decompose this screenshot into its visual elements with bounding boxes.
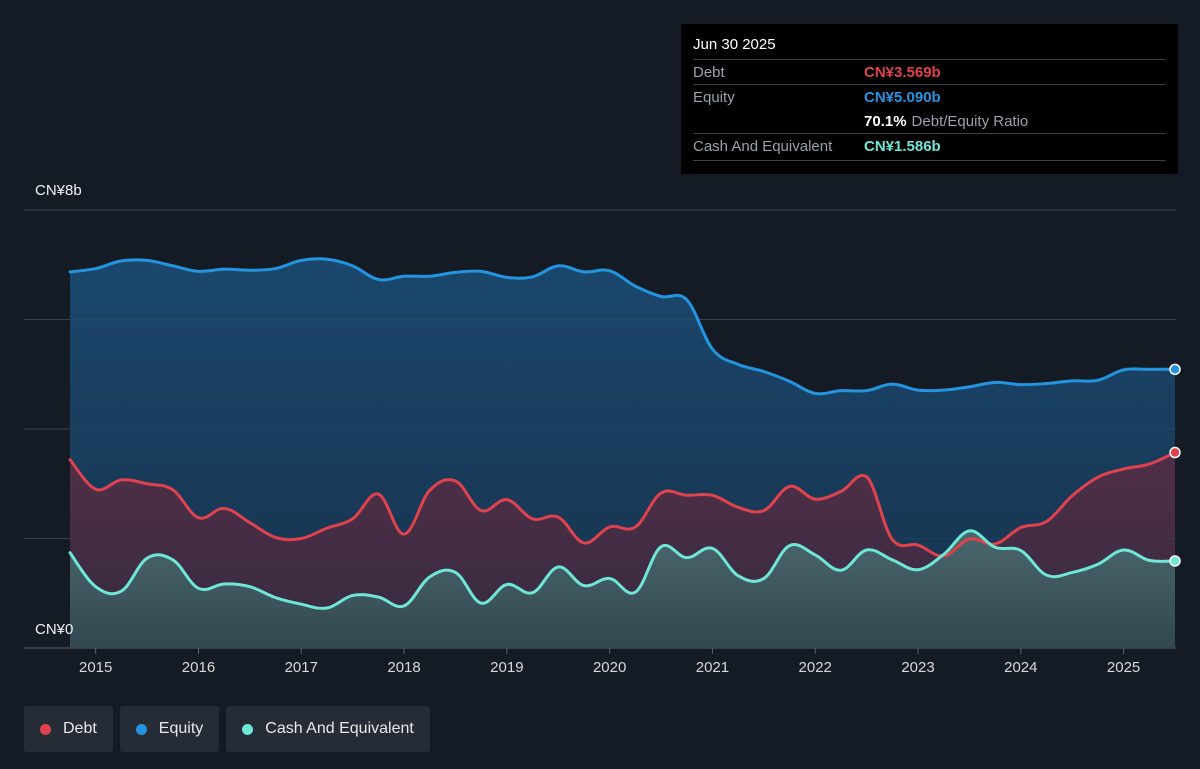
legend-cash-label: Cash And Equivalent [265,720,414,737]
x-tick-label: 2021 [696,659,729,676]
equity-line [68,257,1177,396]
y-axis-bottom-label: CN¥0 [35,621,74,638]
tooltip-cash-value: CN¥1.586b [864,137,941,155]
x-tick-label: 2025 [1107,659,1140,676]
tooltip-debt-label: Debt [693,63,725,81]
x-tick-label: 2019 [490,659,523,676]
tooltip-ratio-row: 70.1% Debt/Equity Ratio [693,109,1166,133]
legend-item-cash[interactable]: Cash And Equivalent [226,706,430,752]
tooltip-date: Jun 30 2025 [693,36,776,53]
legend-debt-dot [40,723,51,735]
debt-endpoint [1169,446,1181,459]
tooltip-equity-row: Equity CN¥5.090b [693,84,1166,109]
cash-endpoint [1169,555,1181,567]
tooltip-ratio-label: Debt/Equity Ratio [911,112,1029,130]
tooltip-equity-label: Equity [693,88,735,106]
x-axis: 2015 2016 2017 2018 2019 2020 2021 2022 2023 2024… [79,648,1140,676]
x-tick-label: 2016 [182,659,215,676]
tooltip-debt-row: Debt CN¥3.569b [693,59,1166,84]
cash-line [68,529,1177,610]
x-tick-label: 2018 [387,659,420,676]
series-lines [68,257,1177,610]
series-endpoints [1169,363,1181,567]
legend-debt-label: Debt [63,720,97,737]
chart-legend: Debt Equity Cash And Equivalent [24,706,430,752]
x-tick-label: 2017 [285,659,318,676]
tooltip-divider [693,160,1166,161]
y-axis-top-label: CN¥8b [35,182,82,199]
x-tick-label: 2022 [799,659,832,676]
equity-endpoint [1169,363,1181,376]
tooltip-ratio-value: 70.1% [864,112,907,130]
legend-item-equity[interactable]: Equity [119,706,220,752]
legend-equity-label: Equity [158,720,204,737]
tooltip-cash-row: Cash And Equivalent CN¥1.586b [693,133,1166,158]
x-tick-label: 2023 [901,659,934,676]
legend-equity-dot [135,723,147,735]
x-tick-label: 2015 [79,659,112,676]
data-tooltip: Jun 30 2025 Debt CN¥3.569b Equity CN¥5.0… [681,24,1178,174]
x-tick-label: 2020 [593,659,626,676]
legend-item-debt[interactable]: Debt [24,706,113,752]
legend-cash-dot [242,723,254,735]
tooltip-equity-value: CN¥5.090b [864,88,941,106]
tooltip-cash-label: Cash And Equivalent [693,137,833,155]
x-tick-label: 2024 [1004,659,1037,676]
tooltip-debt-value: CN¥3.569b [864,63,941,81]
